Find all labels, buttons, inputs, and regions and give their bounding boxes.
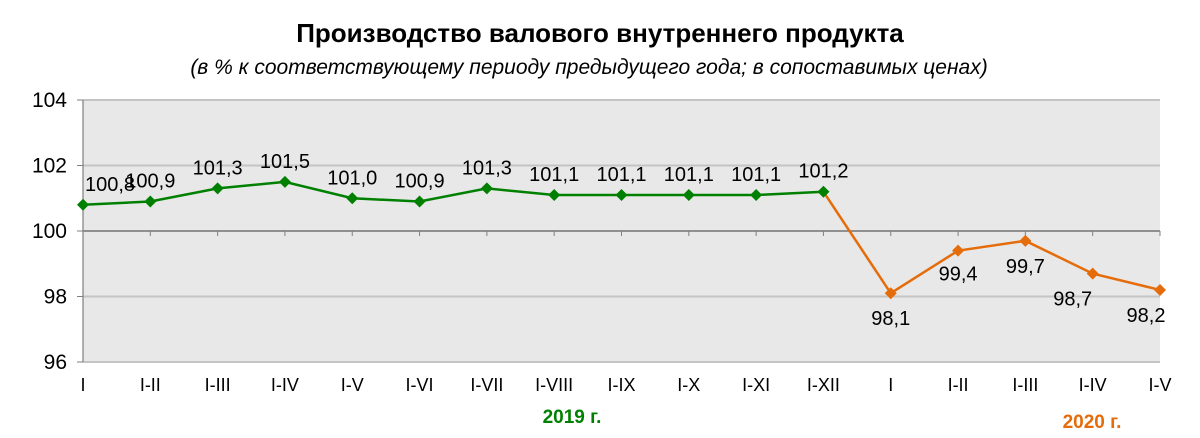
x-tick-label: I-IX — [607, 375, 635, 395]
data-label: 100,9 — [395, 171, 445, 193]
data-label: 100,9 — [125, 171, 175, 193]
data-point-marker — [1086, 267, 1099, 280]
x-tick-label: I-IV — [271, 375, 299, 395]
x-tick-label: I-X — [677, 375, 700, 395]
y-tick-label: 96 — [44, 351, 67, 374]
data-point-marker — [144, 195, 157, 208]
x-axis: I I-II I-III I-IV I-V I-VI I-VII I-VIII I-IX I-X I… — [80, 230, 1172, 395]
x-tick-label: I-II — [948, 375, 969, 395]
data-point-marker — [884, 287, 897, 300]
chart-subtitle: (в % к соответствующему периоду предыдущ… — [190, 56, 988, 79]
x-tick-label: I-VI — [406, 375, 434, 395]
y-axis: 96 98 100 102 104 — [32, 89, 84, 374]
data-label: 101,3 — [462, 157, 512, 179]
data-label: 99,7 — [1006, 256, 1045, 278]
series-line — [82, 180, 824, 207]
data-point-marker — [750, 188, 763, 201]
chart-title: Производство валового внутреннего продук… — [296, 18, 904, 48]
data-label: 100,8 — [85, 174, 135, 196]
data-point-marker — [952, 244, 965, 257]
data-label: 101,2 — [798, 161, 848, 183]
x-tick-label: I-VII — [470, 375, 503, 395]
y-tick-label: 102 — [32, 155, 67, 178]
data-label: 98,2 — [1127, 305, 1166, 327]
x-tick-label: I-III — [205, 375, 231, 395]
data-point-marker — [211, 182, 224, 195]
x-tick-label: I-VIII — [535, 375, 573, 395]
data-label: 101,0 — [327, 167, 377, 189]
data-point-marker — [1019, 234, 1032, 247]
x-tick-label: I-III — [1012, 375, 1038, 395]
x-tick-label: I — [888, 375, 893, 395]
data-label: 101,3 — [193, 157, 243, 179]
data-label: 99,4 — [939, 264, 978, 286]
data-label: 101,1 — [529, 164, 579, 186]
x-tick-label: I-II — [140, 375, 161, 395]
y-tick-label: 100 — [32, 220, 67, 243]
data-point-marker — [615, 188, 628, 201]
data-label: 101,1 — [596, 164, 646, 186]
data-label: 98,7 — [1053, 289, 1092, 311]
x-tick-label: I-XI — [742, 375, 770, 395]
data-point-marker — [77, 198, 89, 211]
data-point-marker — [480, 182, 493, 195]
x-tick-label: I — [80, 375, 85, 395]
data-point-marker — [548, 188, 561, 201]
year-label-2020: 2020 г. — [1063, 412, 1122, 433]
x-tick-label: I-V — [341, 375, 364, 395]
x-tick-label: I-XII — [807, 375, 840, 395]
y-tick-label: 104 — [32, 89, 67, 112]
x-tick-label: I-IV — [1079, 375, 1107, 395]
year-labels: 2019 г. 2020 г. — [543, 407, 1122, 433]
data-point-marker — [346, 192, 359, 205]
data-label: 101,1 — [731, 164, 781, 186]
data-point-marker — [817, 185, 830, 198]
data-point-marker — [682, 188, 695, 201]
data-label: 98,1 — [871, 308, 910, 330]
data-label: 101,1 — [664, 164, 714, 186]
data-series — [77, 175, 1166, 300]
data-point-marker — [278, 175, 291, 188]
data-point-marker — [413, 195, 426, 208]
data-point-marker — [1154, 283, 1166, 296]
y-tick-label: 98 — [44, 286, 67, 309]
year-label-2019: 2019 г. — [543, 407, 602, 428]
data-label: 101,5 — [260, 151, 310, 173]
x-tick-label: I-V — [1148, 375, 1171, 395]
